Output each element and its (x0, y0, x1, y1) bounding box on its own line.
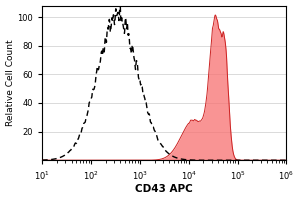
X-axis label: CD43 APC: CD43 APC (135, 184, 193, 194)
Y-axis label: Relative Cell Count: Relative Cell Count (6, 40, 15, 126)
